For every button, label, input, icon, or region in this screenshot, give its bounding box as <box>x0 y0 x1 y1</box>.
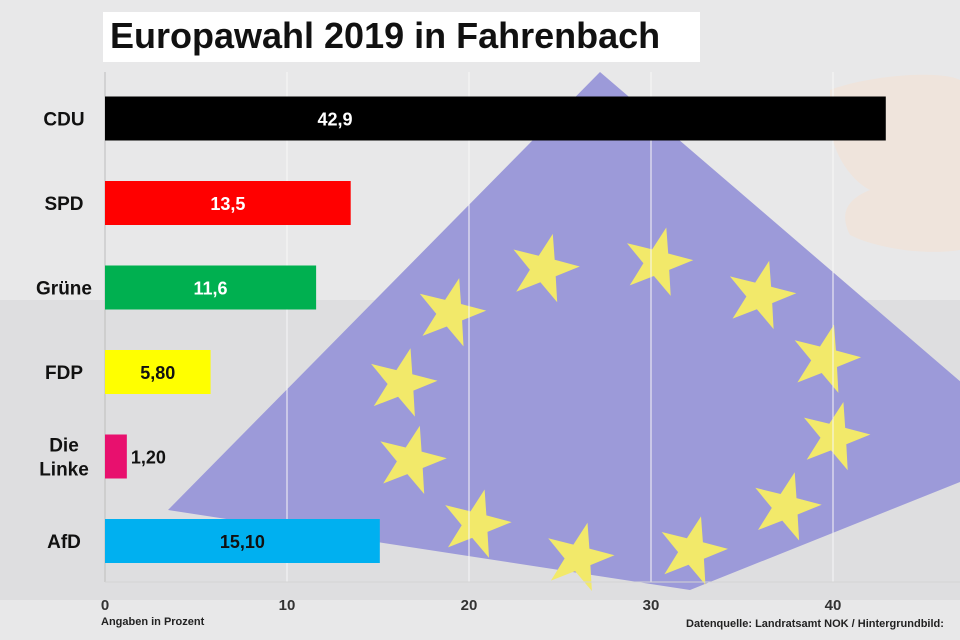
eu-star-icon <box>513 233 580 303</box>
eu-star-icon <box>661 516 728 585</box>
category-label: Linke <box>39 460 89 481</box>
eu-ballot <box>168 72 960 590</box>
data-label: 1,20 <box>131 448 166 468</box>
eu-star-icon <box>371 348 438 417</box>
x-tick-label: 10 <box>279 597 296 614</box>
eu-star-icon <box>419 278 487 347</box>
eu-star-icon <box>627 227 694 296</box>
bar <box>105 350 211 394</box>
unit-note: Angaben in Prozent <box>101 616 205 628</box>
category-label: CDU <box>43 110 84 131</box>
data-label: 11,6 <box>194 279 228 299</box>
data-label: 5,80 <box>140 363 175 383</box>
eu-star-icon <box>794 324 862 393</box>
x-tick-label: 30 <box>643 597 660 614</box>
category-label: FDP <box>45 363 83 384</box>
category-label: Grüne <box>36 279 92 300</box>
data-label: 42,9 <box>317 110 352 130</box>
bar <box>105 181 351 225</box>
x-tick-label: 40 <box>825 597 842 614</box>
bar <box>105 265 317 310</box>
x-tick-label: 0 <box>101 597 109 614</box>
bar <box>105 434 127 479</box>
eu-star-icon <box>804 402 871 471</box>
bar <box>105 519 380 563</box>
source-note: Datenquelle: Landratsamt NOK / Hintergru… <box>686 618 944 630</box>
eu-star-icon <box>445 489 512 558</box>
data-label: 15,10 <box>220 532 265 552</box>
x-tick-label: 20 <box>461 597 478 614</box>
category-label: SPD <box>44 194 83 215</box>
title-box <box>103 12 700 62</box>
bar <box>105 96 886 141</box>
data-label: 13,5 <box>210 194 245 214</box>
eu-star-icon <box>729 260 797 330</box>
chart-title: Europawahl 2019 in Fahrenbach <box>110 15 661 56</box>
category-label: AfD <box>47 532 81 553</box>
eu-star-icon <box>548 522 615 591</box>
eu-star-icon <box>380 425 447 494</box>
eu-star-icon <box>755 472 822 541</box>
category-label: Die <box>49 436 79 457</box>
